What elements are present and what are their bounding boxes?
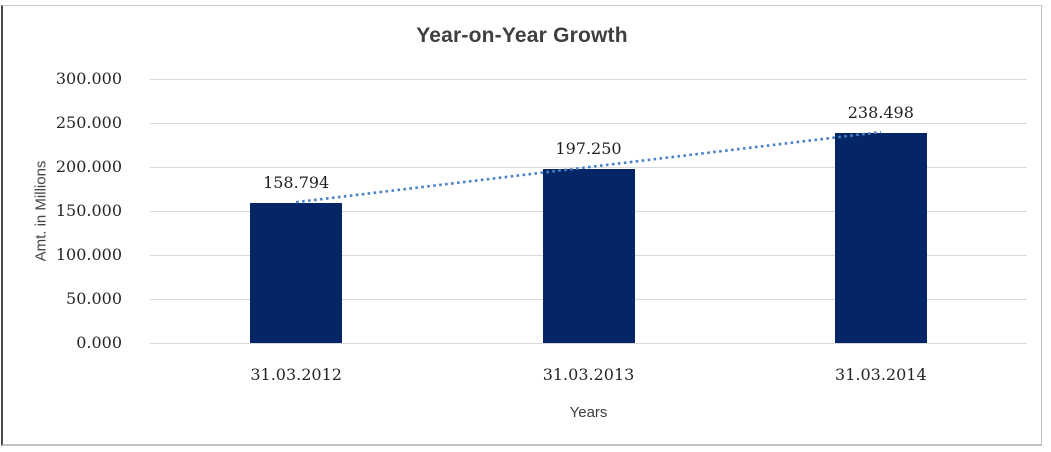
gridline — [150, 123, 1027, 124]
bar — [250, 203, 343, 343]
y-tick-label: 300.000 — [55, 69, 122, 88]
bar-value-label: 197.250 — [555, 139, 622, 159]
y-tick-label: 50.000 — [66, 289, 122, 308]
y-tick-label: 200.000 — [55, 157, 122, 176]
bar — [834, 133, 927, 343]
trendline — [296, 130, 881, 204]
x-tick-label: 31.03.2012 — [250, 365, 342, 384]
y-tick-label: 0.000 — [76, 333, 122, 352]
y-tick-label: 150.000 — [55, 201, 122, 220]
gridline — [150, 79, 1027, 80]
gridline — [150, 343, 1027, 344]
x-tick-label: 31.03.2013 — [542, 365, 635, 384]
plot-area: 158.794 197.250 238.498 — [150, 79, 1027, 344]
y-tick-label: 100.000 — [55, 245, 122, 264]
chart-title: Year-on-Year Growth — [416, 24, 628, 47]
x-tick-label: 31.03.2014 — [835, 365, 927, 384]
bar-value-label: 158.794 — [263, 173, 330, 193]
x-axis-title: Years — [569, 404, 608, 421]
bar-value-label: 238.498 — [847, 103, 914, 123]
y-tick-label: 250.000 — [55, 113, 122, 132]
chart-frame: Year-on-Year Growth Amt. in Millions 158… — [1, 5, 1042, 446]
bar — [542, 169, 635, 343]
